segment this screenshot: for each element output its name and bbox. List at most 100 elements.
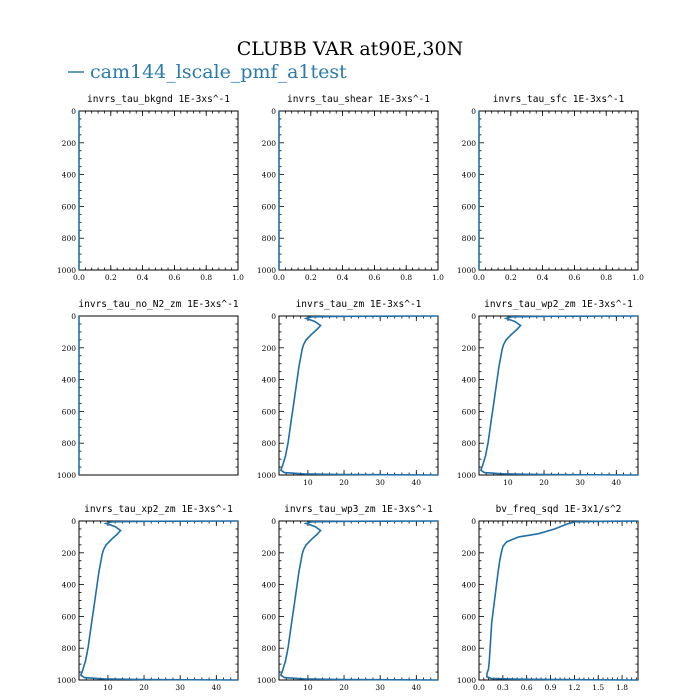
x-tick-label: 1.2	[568, 683, 580, 692]
x-tick-label: 1.8	[616, 683, 628, 692]
y-tick-label: 0	[71, 517, 76, 526]
y-tick-label: 200	[62, 139, 77, 148]
x-tick-label: 1.0	[632, 273, 644, 282]
x-tick-label: 10	[303, 683, 313, 692]
plot-frame	[78, 520, 239, 681]
x-tick-label: 0.0	[73, 273, 85, 282]
plot-frame	[278, 110, 439, 271]
y-tick-label: 400	[462, 376, 477, 385]
y-tick-label: 800	[62, 439, 77, 448]
x-tick-label: 0.2	[105, 273, 117, 282]
y-tick-label: 0	[71, 107, 76, 116]
x-tick-label: 0.3	[497, 683, 509, 692]
panel-title: invrs_tau_bkgnd 1E-3xs^-1	[87, 94, 230, 105]
series-line	[279, 520, 439, 681]
series-line	[79, 520, 239, 681]
panel-title: invrs_tau_xp2_zm 1E-3xs^-1	[84, 504, 233, 515]
y-tick-label: 600	[262, 612, 277, 621]
x-tick-label: 0.0	[473, 273, 485, 282]
y-tick-label: 200	[262, 139, 277, 148]
panel-title: invrs_tau_wp2_zm 1E-3xs^-1	[484, 299, 633, 310]
y-tick-label: 0	[471, 517, 476, 526]
y-tick-label: 600	[462, 202, 477, 211]
x-tick-label: 0.0	[473, 683, 485, 692]
y-tick-label: 1000	[257, 676, 276, 685]
y-tick-label: 1000	[457, 676, 476, 685]
panel-3: invrs_tau_sfc 1E-3xs^-1 0 200 400 600 800 1000…	[457, 94, 644, 282]
y-tick-label: 400	[262, 581, 277, 590]
x-tick-label: 0.6	[568, 273, 580, 282]
y-tick-label: 1000	[57, 471, 76, 480]
y-tick-label: 0	[271, 107, 276, 116]
panel-2: invrs_tau_shear 1E-3xs^-1 0 200 400 600 800 10…	[257, 94, 444, 282]
y-tick-label: 1000	[257, 471, 276, 480]
y-tick-label: 200	[462, 344, 477, 353]
x-tick-label: 0.8	[400, 273, 412, 282]
x-tick-label: 40	[212, 683, 222, 692]
series-line	[279, 315, 439, 476]
x-tick-label: 1.0	[432, 273, 444, 282]
plot-frame	[278, 315, 439, 476]
panel-title: bv_freq_sqd 1E-3x1/s^2	[496, 504, 622, 515]
y-tick-label: 800	[462, 234, 477, 243]
plot-frame	[478, 315, 639, 476]
legend-label: cam144_lscale_pmf_a1test	[90, 61, 347, 83]
plot-frame	[78, 315, 239, 476]
y-tick-label: 0	[471, 107, 476, 116]
y-tick-label: 200	[62, 549, 77, 558]
y-tick-label: 800	[62, 644, 77, 653]
x-tick-label: 0.6	[521, 683, 533, 692]
y-tick-label: 400	[62, 376, 77, 385]
x-tick-label: 10	[303, 478, 313, 487]
x-tick-label: 10	[503, 478, 513, 487]
x-tick-label: 40	[612, 478, 622, 487]
y-tick-label: 400	[462, 171, 477, 180]
y-tick-label: 200	[462, 139, 477, 148]
y-tick-label: 200	[462, 549, 477, 558]
panel-1: invrs_tau_bkgnd 1E-3xs^-1 0 200 400 600 800 10…	[57, 94, 244, 282]
y-tick-label: 200	[62, 344, 77, 353]
x-tick-label: 20	[139, 683, 149, 692]
x-tick-label: 20	[539, 478, 549, 487]
panel-6: invrs_tau_wp2_zm 1E-3xs^-1 0 200 400 600 800 1…	[457, 299, 639, 487]
y-tick-label: 600	[262, 407, 277, 416]
x-tick-label: 0.9	[545, 683, 557, 692]
x-tick-label: 20	[339, 478, 349, 487]
x-tick-label: 0.8	[600, 273, 612, 282]
x-tick-label: 0.8	[200, 273, 212, 282]
panel-title: invrs_tau_sfc 1E-3xs^-1	[493, 94, 625, 105]
figure-legend: cam144_lscale_pmf_a1test	[68, 61, 347, 83]
plot-frame	[478, 520, 639, 681]
y-tick-label: 600	[62, 612, 77, 621]
x-tick-label: 0.4	[537, 273, 549, 282]
y-tick-label: 0	[71, 312, 76, 321]
panel-4: invrs_tau_no_N2_zm 1E-3xs^-10 200 400 600 80…	[57, 299, 239, 480]
plot-frame	[278, 520, 439, 681]
y-tick-label: 800	[262, 439, 277, 448]
y-tick-label: 400	[262, 376, 277, 385]
x-tick-label: 0.4	[137, 273, 149, 282]
x-tick-label: 0.4	[337, 273, 349, 282]
x-tick-label: 0.6	[168, 273, 180, 282]
x-tick-label: 0.0	[273, 273, 285, 282]
y-tick-label: 600	[462, 407, 477, 416]
y-tick-label: 600	[262, 202, 277, 211]
y-tick-label: 800	[62, 234, 77, 243]
panel-9: bv_freq_sqd 1E-3x1/s^2020040060080010000…	[457, 504, 639, 692]
y-tick-label: 0	[271, 517, 276, 526]
y-tick-label: 400	[462, 581, 477, 590]
y-tick-label: 1000	[457, 471, 476, 480]
y-tick-label: 600	[462, 612, 477, 621]
y-tick-label: 800	[462, 644, 477, 653]
x-tick-label: 0.6	[368, 273, 380, 282]
y-tick-label: 0	[471, 312, 476, 321]
x-tick-label: 0.2	[305, 273, 317, 282]
panel-grid: invrs_tau_bkgnd 1E-3xs^-1020040060080010…	[57, 94, 644, 692]
x-tick-label: 30	[575, 478, 585, 487]
x-tick-label: 30	[375, 683, 385, 692]
x-tick-label: 40	[412, 683, 422, 692]
series-line	[486, 520, 639, 681]
x-tick-label: 40	[412, 478, 422, 487]
y-tick-label: 1000	[257, 266, 276, 275]
y-tick-label: 200	[262, 549, 277, 558]
